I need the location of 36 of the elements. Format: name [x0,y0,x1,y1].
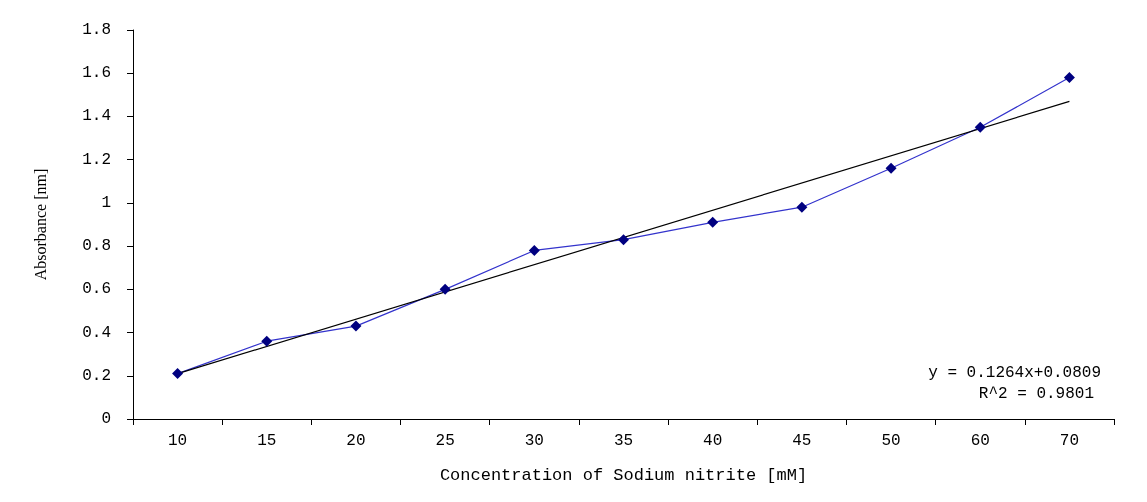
y-tick-label: 0 [101,410,111,428]
point [707,216,719,228]
x-tick-label: 25 [435,432,455,450]
point [618,234,629,246]
point [974,121,986,133]
point [172,368,184,380]
point [350,320,362,332]
y-tick-label: 1 [101,193,111,212]
point [796,201,808,213]
x-tick-label: 30 [524,432,544,450]
y-tick-label: 1.2 [82,150,111,169]
x-tick-label: 15 [257,432,277,450]
x-axis-title: Concentration of Sodium nitrite [mM] [439,466,808,485]
point [885,162,897,174]
y-tick-label: 0.8 [82,237,111,256]
point [261,335,273,347]
x-tick-label: 45 [792,432,812,450]
x-tick-label: 70 [1059,432,1080,450]
x-tick-label: 20 [346,432,366,450]
x-tick-label: 10 [167,432,188,450]
y-axis-title: Absorbance [nm] [31,168,49,281]
point [439,283,451,295]
point [528,244,540,256]
point [1063,72,1075,84]
annotation: y = 0.1264x+0.0809 [928,364,1101,382]
y-tick-label: 0.6 [82,280,111,299]
x-tick-label: 35 [613,432,634,450]
y-tick-label: 1.6 [82,64,111,83]
x-tick-label: 40 [703,432,723,450]
x-tick-label: 50 [881,432,901,450]
y-tick-label: 0.4 [82,323,111,342]
x-tick-label: 60 [970,432,990,450]
annotation: R^2 = 0.9801 [978,385,1094,403]
y-tick-label: 0.2 [82,366,111,385]
y-tick-label: 1.4 [82,107,111,126]
y-tick-label: 1.8 [82,21,111,39]
